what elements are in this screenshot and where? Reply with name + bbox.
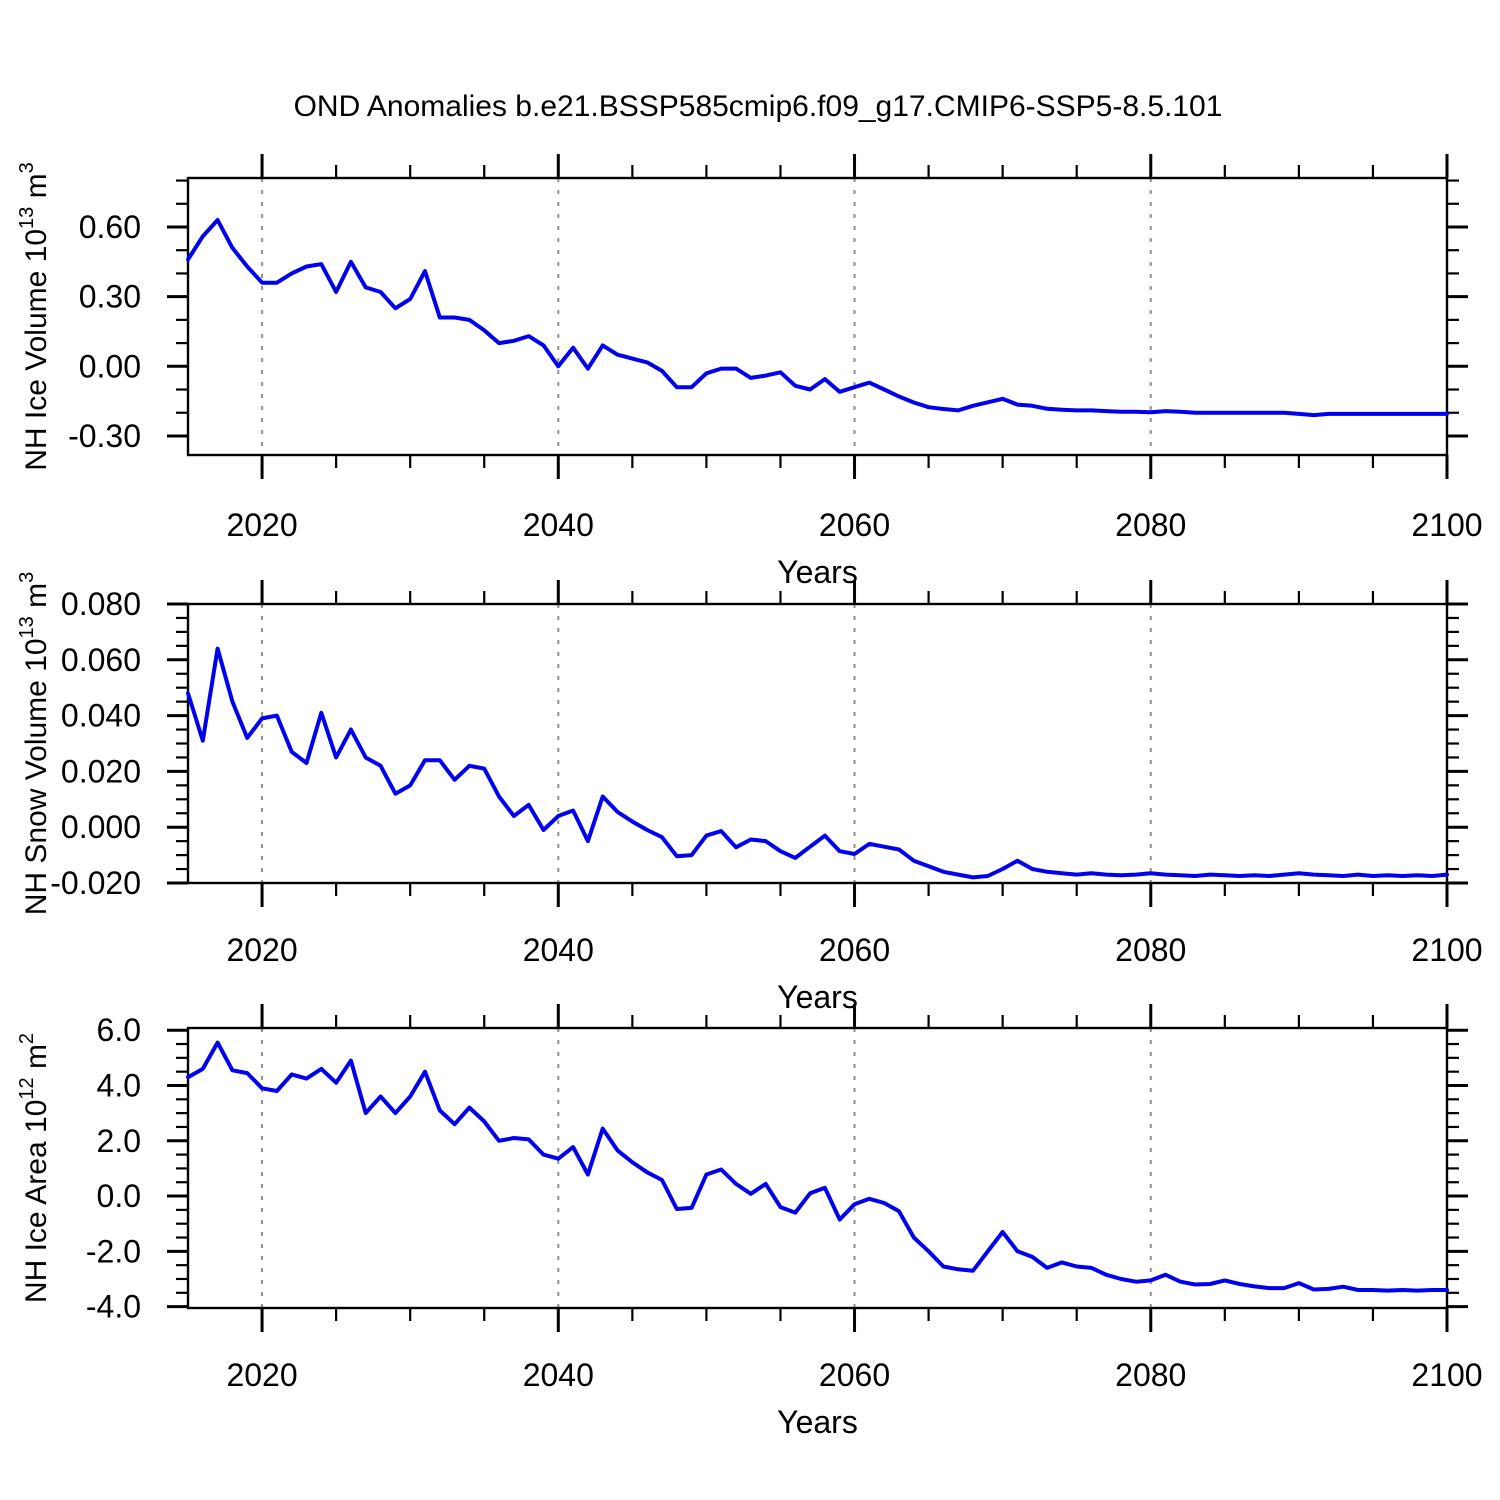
x-tick-label-2080: 2080 — [1115, 1357, 1186, 1393]
y-tick-label: 0.020 — [61, 753, 141, 789]
y-axis-title-exp: 13 — [16, 616, 38, 638]
x-tick-label-2080: 2080 — [1115, 507, 1186, 543]
y-axis-title-exp: 12 — [16, 1077, 38, 1099]
y-tick-label: 2.0 — [97, 1123, 141, 1159]
y-tick-label: 0.040 — [61, 698, 141, 734]
y-axis-title-unit: m — [20, 583, 53, 616]
figure-title: OND Anomalies b.e21.BSSP585cmip6.f09_g17… — [294, 90, 1223, 123]
data-line-series-2 — [186, 646, 1449, 880]
y-tick-label: -0.30 — [68, 418, 141, 454]
x-axis-title: Years — [777, 1404, 858, 1440]
panel-1: 0.60 0.30 0.00 -0.30 2020 2040 2060 2080 2100 Yea… — [16, 154, 1483, 590]
x-tick-label-2100: 2100 — [1411, 507, 1482, 543]
y-axis-title: NH Ice Volume 1013 m3 — [16, 162, 53, 471]
x-tick-label-2060: 2060 — [819, 507, 890, 543]
x-tick-label-2060: 2060 — [819, 932, 890, 968]
y-axis-title-unit-exp: 2 — [16, 1033, 38, 1044]
y-axis-title-exp: 13 — [16, 207, 38, 229]
y-axis-title-unit-exp: 3 — [16, 162, 38, 173]
y-tick-label: 0.00 — [79, 348, 141, 384]
x-tick-label-2080: 2080 — [1115, 932, 1186, 968]
y-tick-label: -2.0 — [86, 1233, 141, 1269]
y-axis-title-unit: m — [20, 173, 53, 206]
y-tick-label: 0.0 — [97, 1178, 141, 1214]
panels-group: 0.60 0.30 0.00 -0.30 2020 2040 2060 2080 2100 Yea… — [16, 154, 1483, 1440]
panel-2: 0.080 0.060 0.040 0.020 0.000 -0.020 2020 2040 2… — [16, 572, 1483, 1015]
y-tick-label: 0.60 — [79, 209, 141, 245]
x-tick-label-2100: 2100 — [1411, 932, 1482, 968]
y-tick-label: -0.020 — [50, 865, 141, 901]
x-tick-label-2020: 2020 — [226, 507, 297, 543]
x-tick-label-2040: 2040 — [523, 932, 594, 968]
x-tick-label-2060: 2060 — [819, 1357, 890, 1393]
y-tick-label: -4.0 — [86, 1289, 141, 1325]
x-tick-label-2100: 2100 — [1411, 1357, 1482, 1393]
y-axis-title: NH Ice Area 1012 m2 — [16, 1033, 53, 1303]
x-tick-label-2020: 2020 — [226, 932, 297, 968]
panel-3: 6.0 4.0 2.0 0.0 -2.0 -4.0 2020 2040 2060 2080 2100… — [16, 1004, 1483, 1440]
plot-frame — [186, 176, 1449, 457]
y-axis-title-base: NH Ice Area 10 — [20, 1100, 53, 1303]
data-line-series-1 — [186, 218, 1449, 418]
y-tick-label: 4.0 — [97, 1067, 141, 1103]
plot-frame — [186, 1026, 1449, 1310]
y-axis-title-unit: m — [20, 1044, 53, 1077]
y-tick-label: 0.30 — [79, 279, 141, 315]
x-tick-label-2040: 2040 — [523, 1357, 594, 1393]
y-tick-label: 6.0 — [97, 1012, 141, 1048]
x-axis-title: Years — [777, 554, 858, 590]
x-axis-title: Years — [777, 979, 858, 1015]
y-axis-title-base: NH Ice Volume 10 — [20, 229, 53, 471]
y-tick-label: 0.080 — [61, 586, 141, 622]
y-axis-title: NH Snow Volume 1013 m3 — [16, 572, 53, 916]
data-line-series-3 — [186, 1040, 1449, 1293]
x-tick-label-2020: 2020 — [226, 1357, 297, 1393]
y-tick-label: 0.000 — [61, 809, 141, 845]
y-tick-label: 0.060 — [61, 642, 141, 678]
x-tick-label-2040: 2040 — [523, 507, 594, 543]
y-axis-title-base: NH Snow Volume 10 — [20, 638, 53, 915]
y-axis-title-unit-exp: 3 — [16, 572, 38, 583]
